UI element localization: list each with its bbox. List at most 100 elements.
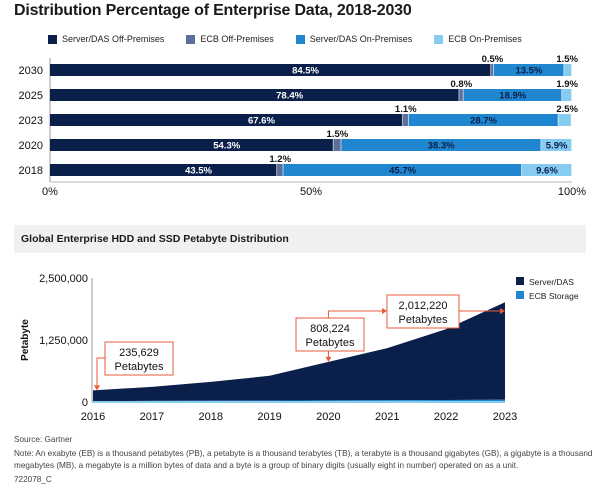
bar-segment (333, 139, 341, 151)
data-label: 78.4% (276, 91, 303, 102)
data-label: 38.3% (428, 141, 455, 152)
annotation-arrowhead (94, 385, 100, 391)
data-label: 0.5% (482, 54, 504, 65)
data-label: 84.5% (292, 66, 319, 77)
data-label: 28.7% (470, 116, 497, 127)
annotation-box (104, 341, 174, 376)
figure-id: 722078_C (14, 475, 52, 484)
data-label: 1.5% (556, 54, 578, 65)
annotation-value: 808,224 (310, 323, 350, 335)
data-label: 45.7% (389, 166, 416, 177)
annotation-arrowhead (325, 356, 332, 362)
bar-segment (341, 139, 541, 151)
annotation-connector (327, 310, 383, 318)
area-chart-header-panel (14, 225, 586, 253)
legend-label: ECB Off-Premises (200, 34, 274, 44)
bar-segment (50, 139, 333, 151)
bar-segment (541, 139, 572, 151)
x-tick-label: 0% (42, 186, 58, 198)
data-label: 1.1% (395, 104, 417, 115)
legend-swatch (434, 34, 444, 44)
data-label: 2.5% (556, 104, 578, 115)
data-label: 9.6% (536, 166, 558, 177)
bar-segment (50, 64, 491, 76)
y-tick-label: 0 (82, 397, 88, 409)
data-label: 1.9% (556, 79, 578, 90)
bar-segment (558, 114, 571, 126)
y-tick-label: 2020 (19, 140, 43, 152)
bar-segment (491, 64, 494, 76)
legend-label: ECB On-Premises (448, 34, 522, 44)
annotation-box (295, 317, 365, 352)
annotation-box (386, 294, 460, 329)
x-tick-label: 2023 (493, 411, 517, 423)
data-label: 43.5% (185, 166, 212, 177)
x-tick-label: 2022 (434, 411, 458, 423)
bar-segment (562, 89, 572, 101)
annotation-unit: Petabytes (306, 337, 355, 349)
annotation-arrowhead (382, 308, 387, 314)
stacked-area-chart: 0 1,250,000 2,500,000 Petabyte 2016 2017 2018 2… (20, 273, 579, 423)
x-tick-label: 100% (558, 186, 586, 198)
source-text: Source: Gartner (14, 435, 73, 444)
x-tick-label: 2018 (198, 411, 222, 423)
area-server-das (93, 302, 505, 402)
stacked-bar-chart: 2030 84.5% 0.5% 13.5% 1.5% 2025 78.4% 0.8% 18.9%… (19, 54, 587, 198)
annotation-arrowhead (500, 308, 505, 314)
legend-swatch (48, 34, 57, 44)
annotation-unit: Petabytes (399, 314, 448, 326)
annotation-value: 2,012,220 (399, 300, 448, 312)
note-text: Note: An exabyte (EB) is a thousand peta… (14, 449, 593, 470)
bar-segment (408, 114, 558, 126)
y-tick-label: 2018 (19, 165, 43, 177)
y-tick-label: 2030 (19, 65, 43, 77)
bar-segment (521, 164, 572, 176)
y-tick-label: 2023 (19, 115, 43, 127)
bar-segment (283, 164, 522, 176)
data-label: 54.3% (213, 141, 240, 152)
x-tick-label: 2021 (375, 411, 399, 423)
data-label: 1.5% (327, 129, 349, 140)
data-label: 18.9% (499, 91, 526, 102)
data-label: 67.6% (248, 116, 275, 127)
legend-label: Server/DAS (529, 277, 574, 287)
bar-chart-legend: Server/DAS Off-Premises ECB Off-Premises… (48, 34, 522, 44)
x-tick-label: 2016 (81, 411, 105, 423)
annotation-connector (96, 357, 105, 387)
data-label: 1.2% (269, 154, 291, 165)
bar-chart-title: Distribution Percentage of Enterprise Da… (14, 2, 412, 19)
x-tick-label: 2019 (257, 411, 281, 423)
legend-swatch (186, 34, 196, 44)
legend-swatch (295, 34, 305, 44)
legend-swatch (516, 277, 524, 285)
legend-item-ecb-on: ECB On-Premises (434, 34, 522, 44)
data-label: 13.5% (515, 66, 542, 77)
data-label: 0.8% (451, 79, 473, 90)
x-tick-label: 2020 (316, 411, 340, 423)
bar-segment (50, 114, 403, 126)
legend-swatch (516, 291, 524, 299)
bar-segment (50, 164, 277, 176)
bar-segment (463, 89, 562, 101)
y-tick-label: 1,250,000 (39, 335, 88, 347)
y-axis-title: Petabyte (20, 319, 31, 361)
y-tick-label: 2,500,000 (39, 273, 88, 285)
bar-segment (277, 164, 283, 176)
bar-segment (402, 114, 409, 126)
bar-segment (459, 89, 463, 101)
footer: Source: Gartner Note: An exabyte (EB) is… (14, 434, 594, 486)
bar-segment (493, 64, 564, 76)
bar-segment (564, 64, 572, 76)
legend-item-server-das-on: Server/DAS On-Premises (295, 34, 413, 44)
legend-label: ECB Storage (529, 291, 579, 301)
legend-item-ecb-off: ECB Off-Premises (186, 34, 274, 44)
area-chart-title: Global Enterprise HDD and SSD Petabyte D… (21, 233, 289, 245)
x-tick-label: 2017 (140, 411, 164, 423)
annotation-unit: Petabytes (115, 361, 164, 373)
y-tick-label: 2025 (19, 90, 43, 102)
annotation-value: 235,629 (119, 347, 159, 359)
data-label: 5.9% (546, 141, 568, 152)
legend-label: Server/DAS On-Premises (309, 34, 413, 44)
bar-segment (50, 89, 459, 101)
x-tick-label: 50% (300, 186, 322, 198)
